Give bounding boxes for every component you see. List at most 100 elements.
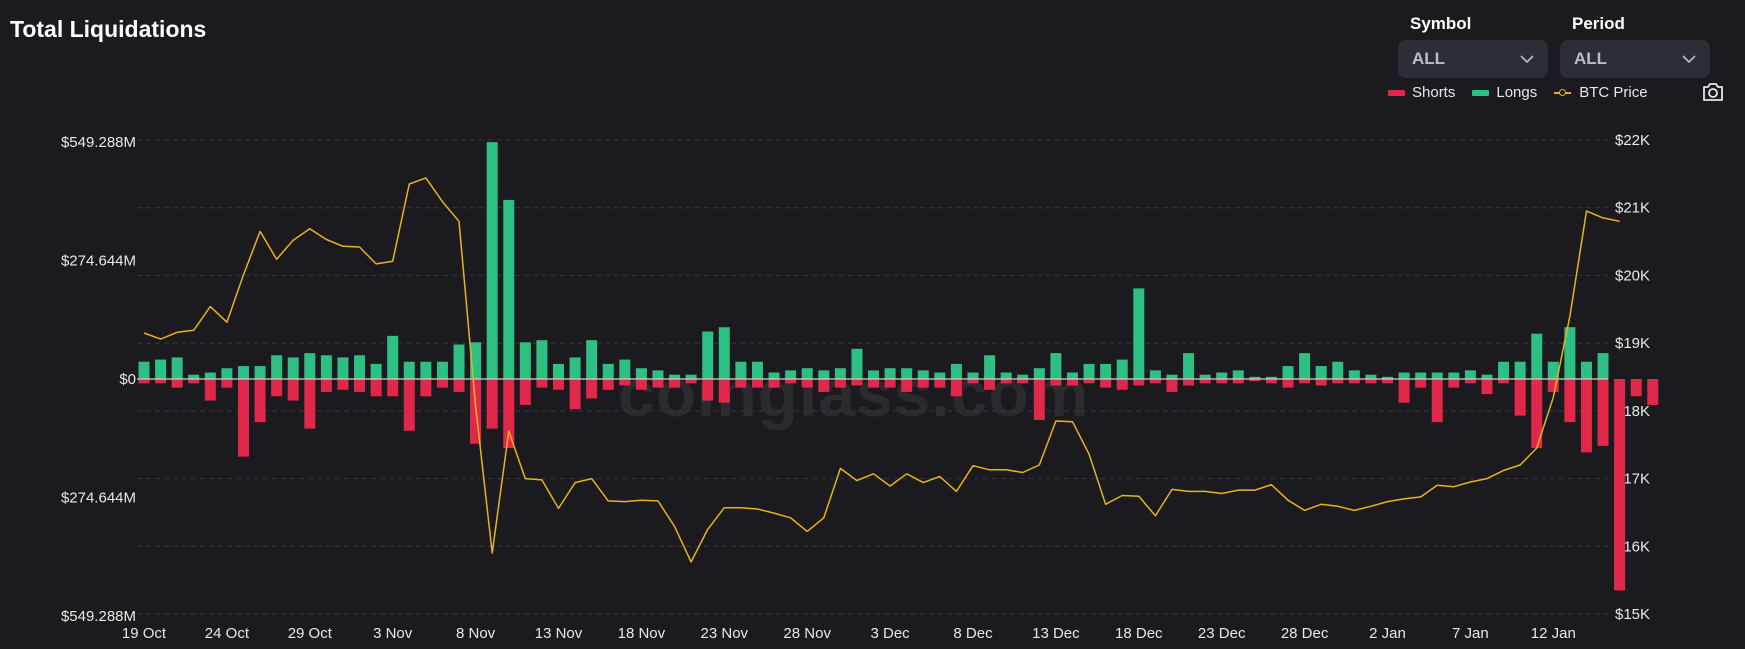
shorts-bar [271,379,283,397]
longs-bar [751,361,763,379]
longs-bar [934,372,946,379]
longs-bar [1083,363,1095,379]
shorts-bar [1299,379,1311,384]
longs-bar [1100,363,1112,379]
shorts-bar [1232,379,1244,384]
longs-bar [138,361,150,379]
shorts-bar [702,379,714,401]
shorts-bar [967,379,979,384]
legend-item-btc-price[interactable]: BTC Price [1554,84,1648,101]
longs-bar [1498,361,1510,379]
longs-bar [1597,353,1609,379]
shorts-bar [1464,379,1476,384]
shorts-bar [370,379,382,397]
longs-bar [1232,370,1244,379]
shorts-bar [785,379,797,384]
shorts-bar [818,379,830,392]
shorts-bar [868,379,880,388]
shorts-bar [1050,379,1062,386]
symbol-select[interactable]: ALL [1398,40,1548,78]
longs-bar [1116,359,1128,379]
shorts-bar [901,379,913,392]
shorts-bar [801,379,813,388]
shorts-bar [619,379,631,386]
shorts-bar [1116,379,1128,390]
x-tick-label: 23 Dec [1198,625,1246,642]
y-left-tick-label: $0 [119,371,136,388]
shorts-bar [685,379,697,384]
longs-bar [901,368,913,379]
shorts-bar [1183,379,1195,386]
symbol-select-value: ALL [1412,49,1446,68]
longs-bar [685,374,697,379]
legend-item-longs[interactable]: Longs [1472,84,1537,101]
shorts-bar [768,379,780,388]
shorts-bar [1083,379,1095,384]
y-right-tick-label: $15K [1615,606,1650,623]
shorts-bar [1630,379,1642,397]
longs-bar [735,361,747,379]
legend-item-shorts[interactable]: Shorts [1388,84,1455,101]
longs-bar [1514,361,1526,379]
shorts-bar [586,379,598,399]
shorts-bar [1415,379,1427,388]
shorts-bar [221,379,233,388]
longs-bar [669,374,681,379]
shorts-bar [287,379,299,401]
shorts-bar [984,379,996,390]
shorts-bar [536,379,548,388]
page-title: Total Liquidations [10,16,207,42]
longs-bar [519,342,531,379]
longs-bar [155,359,167,379]
shorts-bar [320,379,332,392]
period-select[interactable]: ALL [1560,40,1710,78]
shorts-bar [453,379,465,392]
x-tick-label: 8 Dec [953,625,993,642]
longs-bar [536,340,548,379]
shorts-bar [669,379,681,388]
shorts-bar [1315,379,1327,386]
shorts-bar [1498,379,1510,384]
shorts-bar [1514,379,1526,416]
longs-bar [1415,372,1427,379]
shorts-bar [1597,379,1609,446]
shorts-bar [519,379,531,405]
shorts-bar [1216,379,1228,384]
longs-bar [1348,370,1360,379]
shorts-bar [1365,379,1377,384]
longs-bar [1431,372,1443,379]
shorts-bar [735,379,747,388]
longs-bar [171,357,183,379]
shorts-bar [1199,379,1211,384]
longs-bar [1564,327,1576,379]
shorts-bar [1580,379,1592,453]
shorts-bar [403,379,415,431]
shorts-bar [851,379,863,386]
longs-bar [1315,366,1327,379]
longs-bar [718,327,730,379]
longs-bar [1066,372,1078,379]
chevron-down-icon [1682,52,1696,66]
longs-bar [569,357,581,379]
x-tick-label: 18 Nov [618,625,666,642]
longs-bar [204,372,216,379]
chevron-down-icon [1520,52,1534,66]
shorts-bar [1348,379,1360,384]
longs-bar [967,372,979,379]
longs-bar [320,355,332,379]
shorts-bar [1149,379,1161,384]
longs-bar [818,370,830,379]
shorts-bar [138,379,150,384]
shorts-bar [834,379,846,388]
longs-bar [221,368,233,379]
camera-icon[interactable] [1702,82,1724,102]
longs-bar [387,335,399,379]
shorts-bar [1614,379,1626,591]
longs-bar [1017,374,1029,379]
longs-bar [1547,361,1559,379]
longs-bar [1216,372,1228,379]
shorts-bar [354,379,366,392]
longs-bar [436,361,448,379]
longs-bar [768,372,780,379]
shorts-bar [1398,379,1410,403]
